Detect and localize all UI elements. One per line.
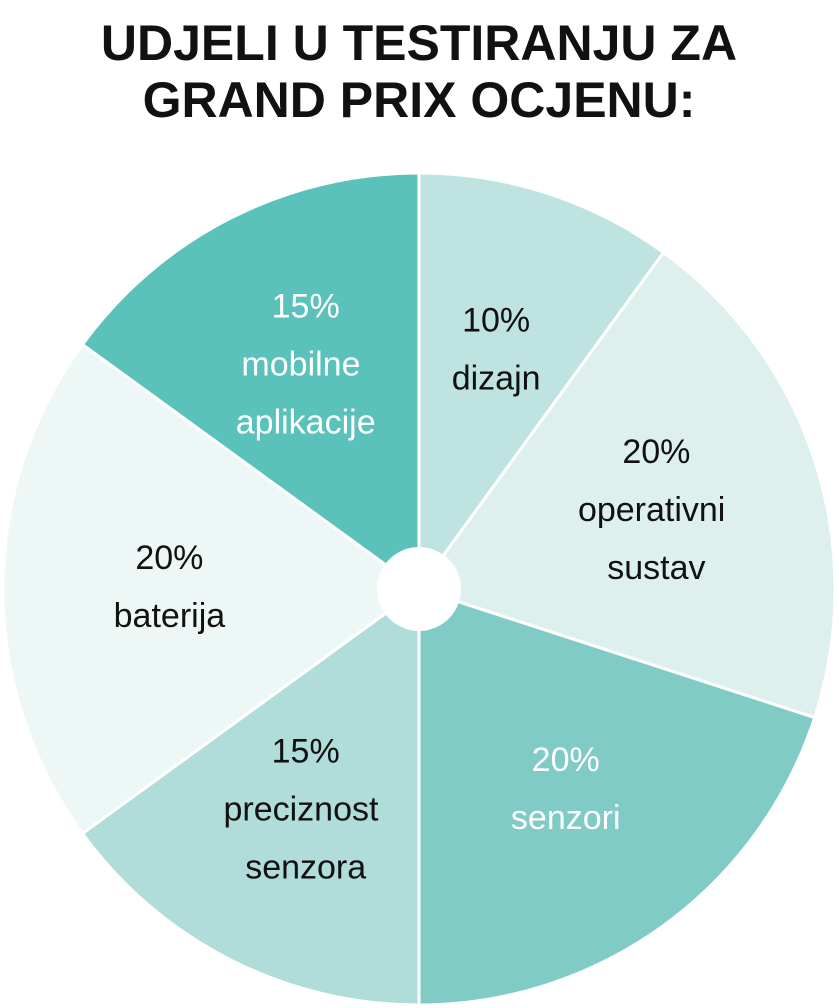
category-label: operativni sustav [578,491,735,587]
chart-title: UDJELI U TESTIRANJU ZA [101,15,737,71]
pie-hole [377,547,461,631]
category-label-line: sustav [607,549,705,587]
pie-slice [417,171,666,594]
pie-slice [1,342,422,836]
pie-slice [417,586,817,1007]
category-label-line: dizajn [452,360,541,398]
chart-title: GRAND PRIX OCJENU: [143,72,696,128]
category-label-line: baterija [114,597,226,635]
category-label-line: aplikacije [236,404,376,442]
category-label-line: preciznost [223,790,387,828]
value-label: 20% [532,741,600,779]
category-label-line: senzora [245,848,366,886]
category-label: baterija [114,597,226,635]
value-label: 10% [462,302,530,340]
pie-slice [416,250,837,720]
category-label: senzori [511,799,621,837]
category-label-line: senzori [511,799,621,837]
value-label: 20% [622,433,690,471]
category-label: preciznost senzora [223,790,387,886]
category-label: dizajn [452,360,541,398]
value-label: 20% [135,539,203,577]
category-label: mobilne aplikacije [236,346,376,442]
value-label: 15% [272,732,340,770]
pie-slice [80,586,421,1007]
value-label: 15% [272,288,340,326]
category-label-line: operativni [578,491,735,529]
pie-slice [80,171,421,592]
category-label-line: mobilne [241,346,370,384]
